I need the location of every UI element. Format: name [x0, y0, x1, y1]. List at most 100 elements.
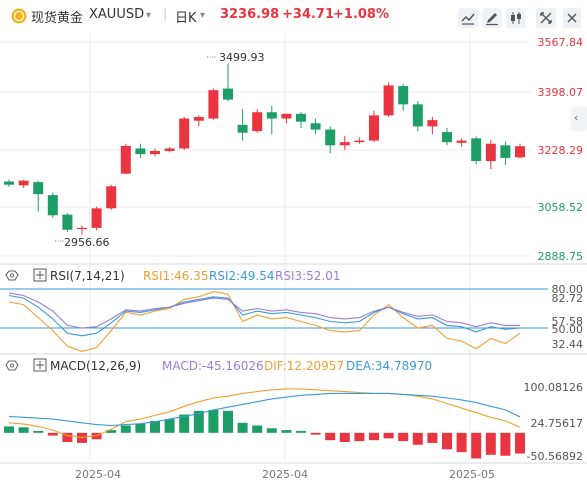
candle-body	[515, 146, 525, 158]
candle-body	[208, 90, 219, 119]
rsi-series-line	[8, 294, 521, 337]
candle	[325, 126, 336, 154]
macd-histogram-bar	[135, 423, 146, 433]
candle	[266, 105, 277, 135]
candle	[427, 116, 438, 135]
macd-histogram-bar	[325, 432, 336, 441]
rsi-settings-icon[interactable]	[5, 270, 19, 281]
macd-histogram-bar	[515, 432, 525, 454]
macd-histogram-bar	[193, 410, 204, 433]
candle-body	[339, 142, 350, 146]
candle-body	[310, 123, 321, 130]
fullscreen-icon	[540, 12, 552, 24]
candle	[369, 110, 379, 143]
time-axis-label: 2025-04	[262, 468, 308, 481]
macd-histogram-bar	[223, 410, 233, 433]
price-change-percent: +1.08%	[333, 7, 389, 22]
rsi-tick-label: 57.58	[552, 315, 584, 328]
macd-histogram-bar	[62, 432, 73, 442]
macd-histogram-bar	[237, 422, 248, 433]
close-button[interactable]	[563, 8, 581, 28]
candle	[208, 88, 219, 121]
candle	[412, 101, 423, 132]
macd-histogram-bar	[266, 428, 277, 433]
macd-histogram-bar	[208, 409, 219, 433]
macd-histogram-bar	[310, 432, 321, 435]
candle	[485, 139, 496, 169]
macd-histogram-bar	[485, 432, 496, 455]
candle-body	[442, 132, 452, 143]
candle-body	[120, 145, 131, 174]
candle	[237, 109, 248, 141]
macd-histogram-bar	[383, 432, 394, 439]
macd-settings-icon[interactable]	[5, 360, 19, 371]
time-axis-label: 2025-04	[75, 468, 121, 481]
candle-settings-icon	[511, 12, 521, 24]
rsi-title: RSI(7,14,21)	[50, 269, 125, 283]
candle-body	[412, 104, 423, 127]
macd-histogram-bar	[281, 430, 292, 433]
draw-button[interactable]	[482, 8, 502, 28]
close-icon	[567, 13, 577, 23]
candle	[252, 109, 263, 133]
macd-value: MACD:-45.16026	[162, 359, 264, 373]
macd-title: MACD(12,26,9)	[50, 359, 141, 373]
candle-body	[369, 115, 379, 141]
price-tick-label: 3058.52	[538, 201, 584, 214]
candle-body	[296, 113, 306, 122]
candle-body	[193, 116, 204, 121]
candle	[135, 143, 146, 158]
candle-body	[383, 85, 394, 116]
macd-histogram-bar	[398, 432, 409, 442]
macd-histogram-bar	[120, 425, 131, 433]
rsi-expand-icon[interactable]	[33, 268, 47, 282]
candle-body	[485, 143, 496, 162]
macd-histogram-bar	[164, 419, 175, 433]
candle	[150, 148, 160, 157]
candle	[164, 146, 175, 153]
macd-expand-icon[interactable]	[33, 358, 47, 372]
macd-histogram-bar	[150, 420, 160, 433]
candle-settings-button[interactable]	[506, 8, 526, 28]
chevron-left-icon: ‹	[574, 111, 579, 124]
macd-tick-label: -50.56892	[527, 450, 583, 463]
instrument-symbol[interactable]: XAUUSD	[89, 7, 145, 22]
macd-layer	[4, 388, 525, 459]
price-tick-label: 3398.07	[538, 86, 584, 99]
candle-body	[500, 145, 511, 158]
candle	[354, 137, 365, 144]
candle-body	[456, 140, 467, 143]
candle	[18, 179, 29, 188]
low-price-label: 2956.66	[64, 236, 110, 249]
indicator-button[interactable]	[458, 8, 478, 28]
collapse-side-panel-button[interactable]: ‹	[572, 108, 586, 130]
candle-body	[325, 129, 336, 146]
candle	[120, 143, 131, 175]
rsi-legend: RSI(7,14,21) RSI1:46.35 RSI2:49.54 RSI3:…	[5, 268, 341, 283]
macd-tick-label: 24.75617	[531, 417, 584, 430]
rsi-tick-label: 32.44	[552, 338, 584, 351]
candle-body	[77, 227, 87, 230]
chevron-down-icon[interactable]: ▾	[146, 10, 152, 21]
candle-body	[281, 113, 292, 119]
chart-header: 现货黄金 XAUUSD ▾ | 日K ▾ 3236.98 +34.71 +1.0…	[0, 0, 587, 34]
dif-line	[8, 388, 521, 438]
period-chevron-down-icon[interactable]: ▾	[200, 10, 206, 21]
fullscreen-button[interactable]	[536, 8, 556, 28]
candle	[4, 179, 14, 187]
period-selector[interactable]: 日K	[175, 11, 197, 26]
candle-body	[354, 140, 365, 143]
candle	[106, 184, 117, 210]
macd-legend: MACD(12,26,9) MACD:-45.16026 DIF:12.2095…	[5, 358, 432, 373]
rsi-tick-label: 50.00	[552, 323, 584, 336]
rsi-series-line	[8, 292, 520, 329]
candle	[33, 180, 44, 212]
candle	[223, 63, 233, 102]
macd-histogram-bar	[106, 430, 117, 433]
candle-body	[4, 181, 14, 185]
candle-body	[106, 186, 117, 209]
high-price-label: 3499.93	[219, 51, 265, 64]
macd-histogram-bar	[354, 432, 365, 442]
